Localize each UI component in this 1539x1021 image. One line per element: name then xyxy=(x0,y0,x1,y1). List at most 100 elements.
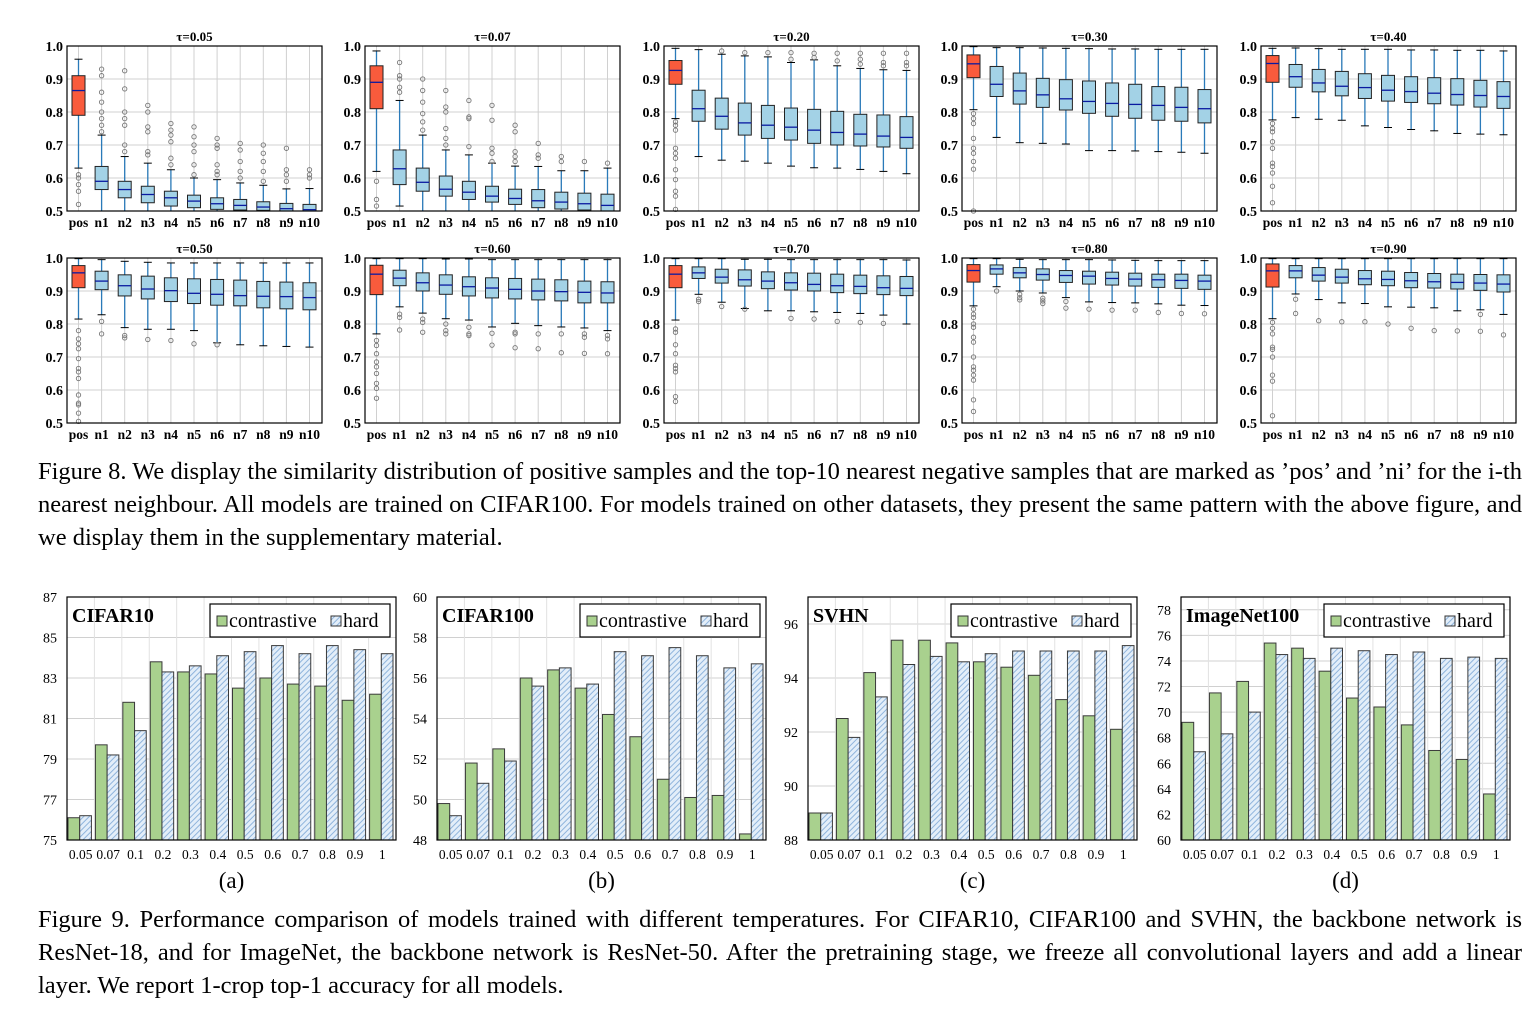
bar-hard xyxy=(531,685,545,841)
box-iqr xyxy=(1265,263,1280,288)
box-n4 xyxy=(1357,258,1372,325)
bar-contrastive xyxy=(204,673,218,841)
outlier-point xyxy=(75,402,82,408)
box-iqr xyxy=(1265,55,1280,83)
outlier-point xyxy=(581,334,588,340)
bar-contrastive xyxy=(1181,721,1195,841)
bar-hard xyxy=(380,653,394,841)
bar-contrastive xyxy=(94,744,108,841)
box-n8 xyxy=(554,259,569,356)
bar-hard xyxy=(243,651,257,841)
y-tick-label: 0.6 xyxy=(344,384,362,399)
y-tick-label: 83 xyxy=(43,672,57,687)
outlier-point xyxy=(122,335,128,341)
box-n7 xyxy=(233,262,248,346)
outlier-point xyxy=(168,139,174,145)
box-iqr xyxy=(279,281,294,310)
x-tick-label: n6 xyxy=(1105,215,1120,230)
box-iqr xyxy=(876,114,891,148)
outlier-point xyxy=(260,178,266,184)
x-tick-label: 0.8 xyxy=(1433,847,1450,862)
panel-title: τ=0.30 xyxy=(1071,29,1107,44)
outlier-point xyxy=(420,87,426,94)
outlier-point xyxy=(214,342,220,348)
outlier-point xyxy=(1477,328,1484,334)
outlier-point xyxy=(857,56,863,62)
y-tick-label: 0.6 xyxy=(1240,384,1258,399)
outlier-point xyxy=(672,329,679,335)
x-tick-label: n5 xyxy=(1082,215,1097,230)
outlier-point xyxy=(98,129,105,135)
outlier-point xyxy=(466,97,472,104)
box-iqr xyxy=(853,113,868,147)
outlier-point xyxy=(970,324,977,330)
box-iqr xyxy=(760,271,775,290)
outlier-point xyxy=(672,150,679,156)
bar-contrastive xyxy=(1291,647,1304,841)
box-n7 xyxy=(1427,49,1442,132)
box-iqr xyxy=(1035,77,1050,108)
x-tick-label: n8 xyxy=(256,427,271,442)
y-tick-label: 1.0 xyxy=(941,40,959,55)
outlier-point xyxy=(122,86,128,92)
box-n5 xyxy=(1381,48,1395,129)
x-tick-label: 0.4 xyxy=(579,847,596,862)
outlier-point xyxy=(373,359,380,365)
x-tick-label: n1 xyxy=(1288,427,1303,442)
outlier-point xyxy=(75,410,82,416)
outlier-point xyxy=(970,334,977,340)
outlier-point xyxy=(75,392,82,398)
box-iqr xyxy=(94,165,109,191)
bar-contrastive xyxy=(314,685,327,841)
outlier-point xyxy=(237,140,243,147)
outlier-point xyxy=(1269,170,1276,176)
y-tick-label: 0.7 xyxy=(46,351,64,366)
x-tick-label: n4 xyxy=(1358,215,1373,230)
x-tick-label: n9 xyxy=(577,215,592,230)
box-n2 xyxy=(117,260,132,341)
outlier-point xyxy=(373,178,380,184)
box-n8 xyxy=(554,153,569,212)
outlier-point xyxy=(489,145,495,151)
box-n8 xyxy=(1450,258,1465,334)
x-tick-label: n6 xyxy=(508,215,523,230)
outlier-point xyxy=(420,127,426,133)
outlier-point xyxy=(75,181,82,188)
bar-hard xyxy=(79,815,92,841)
y-tick-label: 1.0 xyxy=(941,252,959,267)
outlier-point xyxy=(214,145,220,151)
x-tick-label: n10 xyxy=(1493,215,1514,230)
y-tick-label: 0.9 xyxy=(344,285,362,300)
y-tick-label: 0.5 xyxy=(344,417,362,432)
outlier-point xyxy=(466,332,472,339)
box-iqr xyxy=(163,277,178,303)
outlier-point xyxy=(970,397,977,403)
x-tick-label: n2 xyxy=(118,427,133,442)
legend: contrastive hard xyxy=(1323,603,1505,638)
outlier-point xyxy=(145,152,151,158)
outlier-point xyxy=(1339,319,1345,325)
y-tick-label: 0.5 xyxy=(941,417,959,432)
y-tick-label: 0.8 xyxy=(941,318,959,333)
legend-swatch-contrastive xyxy=(1330,615,1342,627)
box-pos xyxy=(369,258,384,401)
x-tick-label: n2 xyxy=(1013,215,1028,230)
x-tick-label: n9 xyxy=(577,427,592,442)
y-tick-label: 74 xyxy=(1157,655,1171,670)
outlier-point xyxy=(1269,354,1276,360)
box-iqr xyxy=(714,97,729,130)
outlier-point xyxy=(214,135,220,142)
bar-hard xyxy=(1066,650,1080,841)
outlier-point xyxy=(857,50,863,56)
outlier-point xyxy=(75,201,82,208)
bar-contrastive xyxy=(945,642,959,841)
outlier-point xyxy=(1040,298,1046,304)
legend-box xyxy=(209,603,391,638)
y-tick-label: 0.7 xyxy=(643,351,661,366)
box-n3 xyxy=(1334,258,1349,325)
box-iqr xyxy=(760,104,775,139)
outlier-point xyxy=(283,172,290,178)
x-tick-label: 0.8 xyxy=(319,847,336,862)
outlier-point xyxy=(672,167,679,173)
box-n4 xyxy=(760,258,775,312)
